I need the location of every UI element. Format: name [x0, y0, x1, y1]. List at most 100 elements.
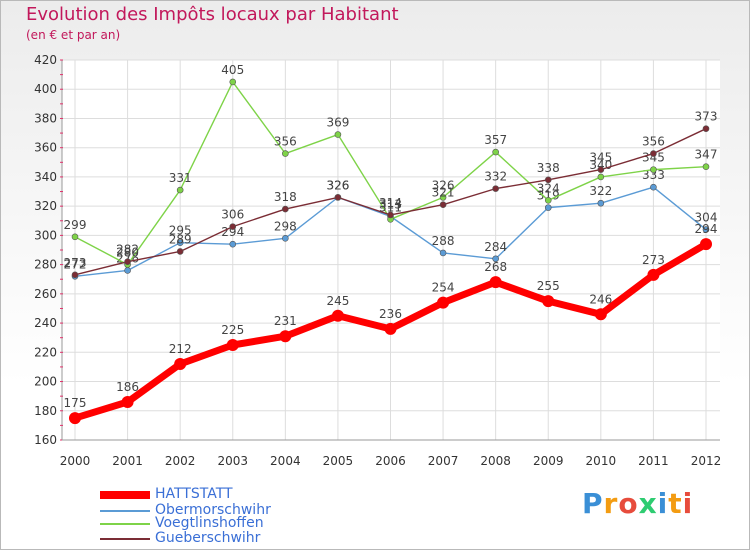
data-label: 318	[274, 190, 297, 204]
data-label: 273	[642, 253, 665, 267]
y-tick-label: 260	[34, 287, 57, 301]
data-label: 295	[169, 224, 192, 238]
y-tick-label: 320	[34, 199, 57, 213]
data-point	[489, 276, 502, 289]
data-point	[439, 249, 447, 257]
logo-letter: P	[582, 487, 604, 520]
data-point	[702, 125, 710, 132]
legend-swatch	[100, 538, 150, 540]
x-tick-label: 2012	[691, 454, 722, 468]
data-label: 345	[589, 151, 612, 165]
data-point	[279, 330, 292, 343]
data-label: 314	[379, 196, 402, 210]
data-point	[544, 197, 552, 204]
legend-label: Obermorschwihr	[155, 502, 271, 518]
x-tick-label: 2005	[323, 454, 354, 468]
data-point	[229, 78, 237, 86]
data-label: 324	[537, 181, 560, 195]
data-label: 254	[432, 281, 455, 295]
logo-letter: r	[603, 487, 619, 520]
y-tick-label: 200	[34, 375, 57, 389]
data-point	[702, 226, 710, 233]
data-point	[69, 412, 81, 425]
data-label: 326	[432, 178, 455, 192]
data-label: 294	[695, 222, 718, 236]
data-label: 333	[642, 168, 665, 182]
y-tick-label: 160	[34, 433, 57, 447]
x-tick-label: 2011	[638, 454, 669, 468]
data-label: 322	[589, 184, 612, 198]
data-point	[176, 186, 184, 194]
legend-label: Gueberschwihr	[155, 530, 261, 546]
data-label: 319	[537, 189, 560, 203]
y-tick-label: 340	[34, 170, 57, 184]
y-tick-label: 180	[34, 404, 57, 418]
data-label: 246	[589, 292, 612, 306]
y-tick-label: 400	[34, 82, 57, 96]
data-point	[71, 233, 79, 241]
data-label: 272	[64, 257, 87, 271]
data-label: 268	[484, 260, 507, 274]
data-point	[121, 396, 134, 408]
data-label: 306	[221, 208, 244, 222]
y-tick-label: 380	[34, 111, 57, 125]
data-label: 332	[484, 170, 507, 184]
data-label: 313	[379, 197, 402, 211]
data-label: 298	[274, 219, 297, 233]
legend-label: HATTSTATT	[155, 486, 233, 502]
data-label: 338	[537, 161, 560, 175]
chart-subtitle: (en € et par an)	[26, 28, 121, 42]
data-label: 273	[64, 256, 87, 270]
y-tick-label: 280	[34, 258, 57, 272]
data-point	[594, 308, 607, 321]
y-tick-label: 300	[34, 228, 57, 242]
data-point	[439, 201, 447, 208]
data-point	[492, 185, 499, 192]
data-point	[226, 339, 239, 351]
logo-letter: i	[682, 487, 694, 520]
chart-title: Evolution des Impôts locaux par Habitant	[26, 4, 399, 25]
data-label: 347	[695, 148, 718, 162]
data-point	[174, 358, 187, 370]
data-label: 356	[642, 135, 665, 149]
data-label: 236	[379, 307, 402, 321]
data-point	[331, 309, 344, 322]
data-label: 231	[274, 314, 297, 328]
data-label: 321	[432, 186, 455, 200]
data-point	[597, 199, 605, 207]
data-label: 284	[484, 240, 507, 254]
data-point	[437, 296, 450, 309]
data-point	[384, 322, 397, 335]
x-tick-label: 2008	[480, 454, 511, 468]
x-tick-label: 2000	[60, 454, 91, 468]
data-point	[492, 148, 499, 156]
data-label: 245	[326, 294, 349, 308]
data-point	[176, 239, 184, 246]
data-point	[702, 163, 710, 170]
data-label: 356	[274, 135, 297, 149]
logo-letter: i	[657, 487, 669, 520]
x-tick-label: 2004	[270, 454, 301, 468]
data-label: 373	[695, 110, 718, 124]
y-tick-label: 240	[34, 316, 57, 330]
data-label: 326	[326, 178, 349, 192]
data-label: 175	[64, 396, 87, 410]
data-label: 299	[64, 218, 87, 232]
data-point	[387, 211, 394, 219]
data-label: 311	[379, 200, 402, 214]
data-label: 304	[695, 211, 718, 225]
x-tick-label: 2006	[375, 454, 406, 468]
logo-letter: o	[618, 487, 639, 520]
data-point	[334, 131, 342, 138]
data-point	[334, 194, 342, 201]
legend-swatch	[100, 491, 150, 499]
x-tick-label: 2002	[165, 454, 196, 468]
data-point	[176, 248, 184, 255]
data-point	[597, 173, 605, 181]
data-label: 369	[326, 116, 349, 130]
data-label: 186	[116, 380, 139, 394]
data-point	[229, 240, 237, 248]
y-tick-label: 220	[34, 345, 57, 359]
data-label: 357	[484, 133, 507, 147]
